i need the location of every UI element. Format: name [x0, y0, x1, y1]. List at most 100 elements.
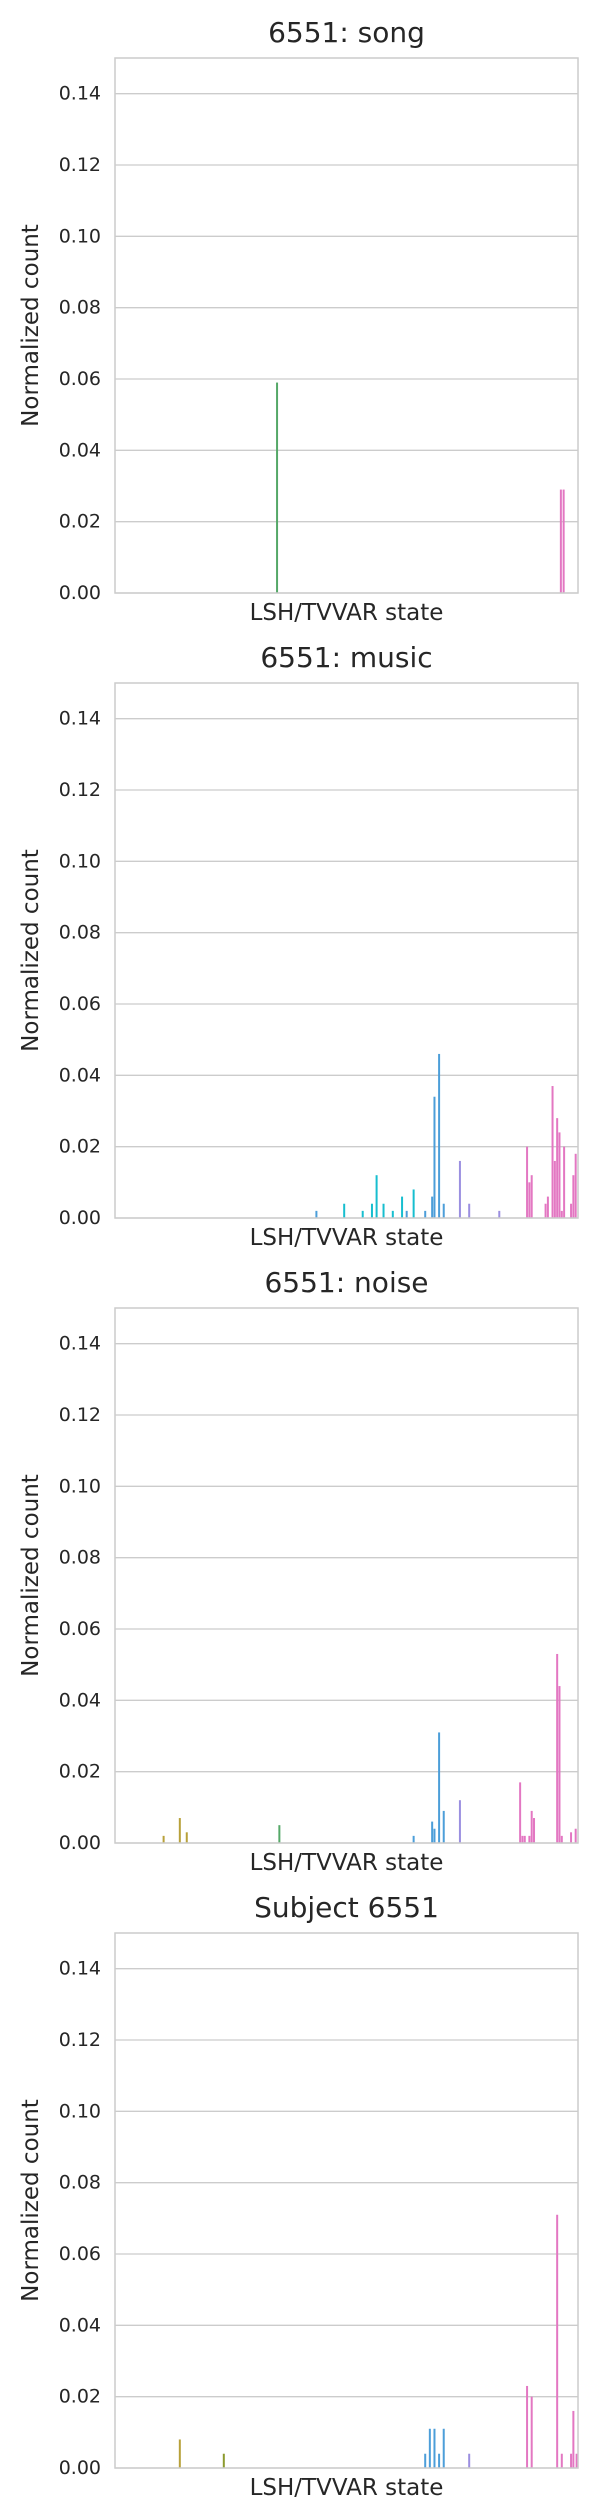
x-axis-label: LSH/TVVAR state — [250, 600, 444, 625]
bar — [572, 1175, 575, 1218]
bar — [442, 2428, 445, 2468]
bar — [559, 489, 562, 593]
bar — [442, 1810, 445, 1843]
y-tick-label: 0.02 — [59, 2386, 101, 2408]
plot-frame — [114, 682, 579, 1219]
bar — [370, 1203, 373, 1218]
bar — [375, 1175, 378, 1218]
bar — [544, 1203, 547, 1218]
bar — [458, 1160, 461, 1218]
bar — [315, 1210, 318, 1218]
x-axis-label: LSH/TVVAR state — [250, 1850, 444, 1875]
y-tick-label: 0.04 — [59, 1689, 101, 1711]
bar — [523, 1835, 526, 1843]
y-tick-label: 0.14 — [59, 1958, 101, 1980]
y-tick-label: 0.08 — [59, 297, 101, 319]
y-tick-label: 0.10 — [59, 225, 101, 247]
y-tick-label: 0.14 — [59, 708, 101, 730]
bar — [575, 2453, 578, 2468]
bar — [530, 1810, 533, 1843]
y-tick-label: 0.00 — [59, 2457, 101, 2479]
plot-area — [115, 58, 578, 593]
bar — [528, 1835, 531, 1843]
plot-frame — [114, 1932, 579, 2469]
bar — [178, 1818, 181, 1843]
bar — [433, 2428, 436, 2468]
bar — [530, 2396, 533, 2468]
bar — [433, 1096, 436, 1218]
y-axis-label: Normalized count — [18, 1474, 44, 1677]
y-tick-label: 0.12 — [59, 779, 101, 801]
bar — [343, 1203, 346, 1218]
y-tick-label: 0.06 — [59, 368, 101, 390]
chart-title: 6551: song — [268, 16, 425, 49]
x-axis-label: LSH/TVVAR state — [250, 1225, 444, 1250]
bar — [458, 1800, 461, 1843]
bar — [382, 1203, 385, 1218]
bar — [558, 1132, 561, 1218]
bar — [412, 1189, 415, 1218]
bar — [574, 1153, 577, 1218]
y-tick-label: 0.00 — [59, 582, 101, 604]
plot-area — [115, 683, 578, 1218]
y-tick-label: 0.04 — [59, 439, 101, 461]
bar — [551, 1086, 554, 1218]
y-tick-label: 0.08 — [59, 2172, 101, 2194]
y-tick-label: 0.10 — [59, 2100, 101, 2122]
bar — [562, 489, 565, 593]
chart-panel-2: 0.00 0.02 0.04 0.06 0.08 0.10 0.12 0.14 6551: mu… — [18, 641, 579, 1250]
y-tick-label: 0.12 — [59, 154, 101, 176]
bar — [412, 1835, 415, 1843]
bar — [570, 1203, 573, 1218]
y-tick-label: 0.10 — [59, 1475, 101, 1497]
bar — [431, 1821, 434, 1843]
bar — [278, 1825, 281, 1843]
y-tick-label: 0.00 — [59, 1207, 101, 1229]
bar — [498, 1210, 501, 1218]
plot-frame — [114, 1307, 579, 1844]
bar — [533, 1818, 536, 1843]
chart-panel-1: 0.00 0.02 0.04 0.06 0.08 0.10 0.12 0.14 6551: so… — [18, 16, 579, 625]
y-tick-label: 0.14 — [59, 1333, 101, 1355]
plot-area — [115, 1933, 578, 2468]
chart-title: 6551: music — [260, 641, 432, 674]
bar — [521, 1835, 524, 1843]
bar — [519, 1782, 522, 1843]
y-tick-label: 0.10 — [59, 850, 101, 872]
bar — [560, 1210, 563, 1218]
bar — [526, 2385, 529, 2468]
y-tick-label: 0.02 — [59, 1761, 101, 1783]
bar — [401, 1196, 404, 1218]
bar — [468, 2453, 471, 2468]
bar — [528, 1182, 531, 1218]
y-tick-label: 0.06 — [59, 1618, 101, 1640]
bar — [558, 1686, 561, 1843]
y-tick-label: 0.06 — [59, 2243, 101, 2265]
bar — [442, 1203, 445, 1218]
bar — [560, 1835, 563, 1843]
bar — [391, 1210, 394, 1218]
plot-area — [115, 1308, 578, 1843]
bar — [572, 2410, 575, 2468]
bar — [563, 1146, 566, 1218]
y-tick-label: 0.08 — [59, 1547, 101, 1569]
bar — [570, 2453, 573, 2468]
bar — [438, 1732, 441, 1843]
plot-frame — [114, 57, 579, 594]
bar — [468, 1203, 471, 1218]
bar — [361, 1210, 364, 1218]
y-tick-label: 0.14 — [59, 83, 101, 105]
bar — [546, 1196, 549, 1218]
bar — [405, 1210, 408, 1218]
chart-panel-4: 0.00 0.02 0.04 0.06 0.08 0.10 0.12 0.14 Subject … — [18, 1891, 579, 2500]
bar — [556, 2214, 559, 2468]
bar — [556, 1653, 559, 1843]
bar — [424, 1210, 427, 1218]
y-tick-label: 0.08 — [59, 922, 101, 944]
y-tick-label: 0.04 — [59, 2314, 101, 2336]
y-tick-label: 0.04 — [59, 1064, 101, 1086]
bar — [438, 2453, 441, 2468]
bar — [438, 1053, 441, 1218]
bar — [530, 1175, 533, 1218]
y-axis-label: Normalized count — [18, 2099, 44, 2302]
